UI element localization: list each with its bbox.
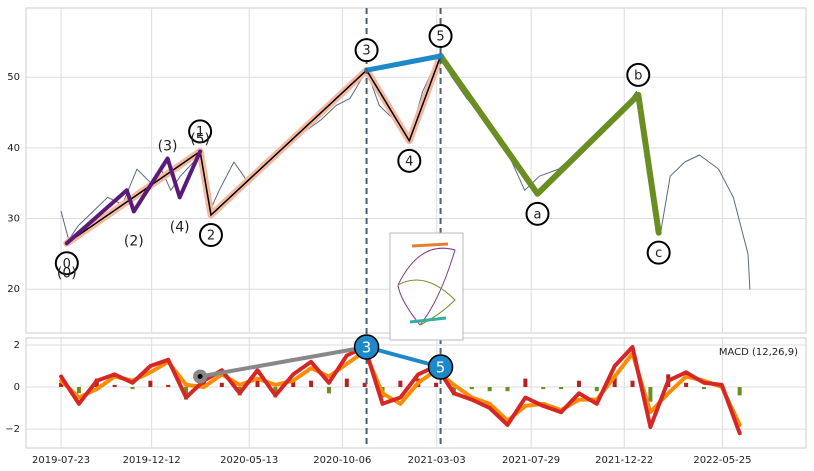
x-tick-label: 2022-05-25 — [693, 455, 751, 466]
histogram-bar — [309, 380, 314, 388]
line — [59, 345, 742, 436]
wave-label: 1 — [196, 125, 204, 140]
histogram-bar — [76, 387, 81, 394]
histogram-bar — [326, 387, 331, 394]
wave-label: 0 — [63, 257, 71, 272]
wave-circle — [354, 38, 379, 63]
histogram-bar — [487, 387, 492, 392]
wave-circle — [198, 223, 223, 248]
y-tick-label: 20 — [7, 284, 20, 295]
inset-thumbnail — [389, 232, 464, 341]
wave-label: (5) — [190, 131, 210, 147]
line-core — [66, 55, 442, 244]
wave-label: 2 — [207, 229, 215, 244]
x-tick-label: 2020-10-06 — [313, 455, 371, 466]
wave-circle — [626, 62, 651, 87]
line — [437, 53, 662, 236]
histogram-bar — [648, 387, 653, 402]
histogram-bar — [541, 387, 546, 390]
histogram-bar — [469, 387, 474, 390]
histogram-bar — [166, 384, 171, 388]
wave-circle — [188, 119, 213, 144]
wave-label: a — [534, 207, 542, 222]
wave-label: b — [634, 68, 642, 83]
histogram-bar — [344, 378, 349, 388]
wave-label: c — [655, 246, 662, 261]
x-tick-label: 2021-12-22 — [595, 455, 653, 466]
histogram-bar — [630, 380, 635, 388]
wave-label: 5 — [436, 359, 446, 377]
wave-label: 3 — [362, 339, 372, 357]
histogram-bar — [59, 382, 64, 388]
marker-dot — [197, 373, 203, 379]
wave-label: (4) — [170, 219, 190, 235]
wave-label: (3) — [158, 138, 178, 154]
histogram-bar — [576, 380, 581, 388]
histogram-bar — [291, 380, 296, 388]
x-tick-label: 2020-05-13 — [220, 455, 278, 466]
wave-circle — [54, 251, 79, 276]
wave-label: (0) — [57, 265, 77, 281]
y-tick-label: 30 — [7, 214, 20, 225]
histogram-bar — [737, 387, 742, 396]
x-tick-label: 2019-12-12 — [123, 455, 181, 466]
histogram-bar — [398, 380, 403, 388]
histogram-bar — [201, 380, 206, 388]
histogram-bar — [130, 387, 135, 390]
wave-label: 4 — [405, 154, 413, 169]
y-tick-label: 2 — [14, 340, 20, 351]
y-tick-label: 0 — [14, 382, 20, 393]
histogram-bar — [523, 378, 528, 388]
macd-panel — [25, 337, 807, 449]
annotation: MACD (12,26,9) — [719, 347, 798, 358]
line — [364, 53, 444, 73]
histogram-bar — [255, 378, 260, 388]
line — [64, 149, 203, 246]
x-tick-label: 2021-03-03 — [408, 455, 466, 466]
histogram-bar — [362, 382, 367, 388]
x-tick-label: 2019-07-23 — [32, 455, 90, 466]
wave-label: (2) — [124, 233, 144, 249]
histogram-bar — [148, 380, 153, 388]
wave-marker — [353, 334, 380, 360]
y-tick-label: 50 — [7, 72, 20, 83]
wave-marker — [427, 354, 454, 380]
histogram-bar — [559, 387, 564, 390]
line — [198, 345, 369, 379]
wave-circle — [646, 240, 671, 265]
wave-label: 3 — [362, 44, 370, 59]
histogram-bar — [701, 387, 706, 390]
wave-circle — [397, 148, 422, 173]
histogram-bar — [612, 376, 617, 388]
histogram-bar — [112, 384, 117, 388]
wave-label: 5 — [436, 30, 444, 45]
histogram-bar — [434, 382, 439, 388]
wave-circle — [428, 24, 453, 49]
histogram-bar — [684, 382, 689, 388]
x-tick-label: 2021-07-29 — [502, 455, 560, 466]
histogram-bar — [219, 382, 224, 388]
y-tick-label: 40 — [7, 143, 20, 154]
histogram-bar — [505, 387, 510, 392]
wave-circle — [525, 201, 550, 226]
plot-layer: 20 30 40 50 −2 0 2 MACD (12,26,9) 0 1 2 3 4 5 (0) (2) (3… — [5, 8, 806, 466]
y-tick-label: −2 — [5, 424, 20, 435]
histogram-bar — [594, 387, 599, 392]
